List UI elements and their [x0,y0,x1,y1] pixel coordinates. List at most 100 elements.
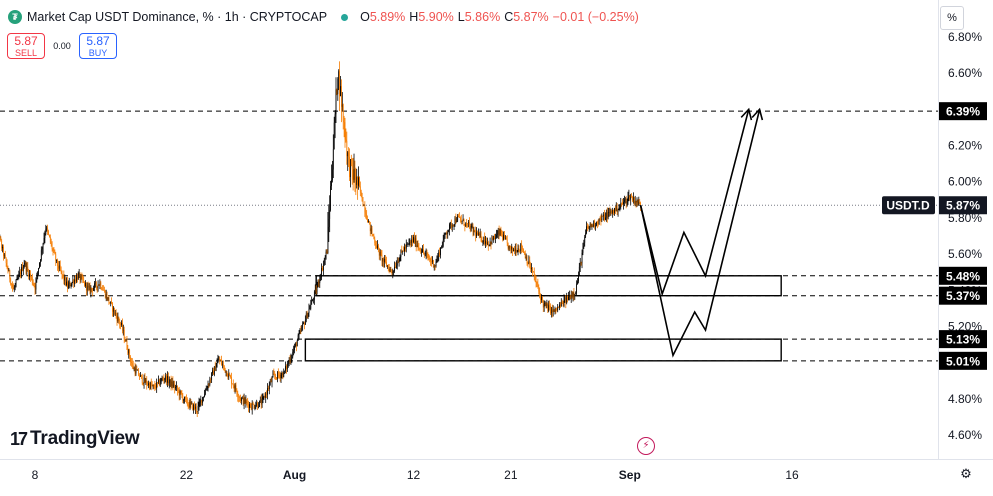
candle-body-513 [454,225,455,226]
candle-body-349 [306,314,307,321]
candle-body-490 [433,260,434,267]
candle-body-459 [405,247,406,248]
candle-body-651 [578,275,579,281]
candle-body-220 [190,402,191,407]
candle-body-295 [257,403,258,407]
x-tick-label-0: 8 [32,468,39,482]
candle-body-364 [319,279,320,284]
candle-body-440 [388,266,389,268]
candle-body-391 [344,121,345,123]
buy-button[interactable]: 5.87 BUY [79,33,117,59]
candle-body-94 [76,277,77,282]
candle-body-423 [373,234,374,235]
candle-body-127 [106,294,107,297]
candle-body-330 [289,360,290,364]
market-status-icon[interactable] [341,14,348,21]
scale-mode-button[interactable]: % [940,6,964,30]
candle-body-232 [200,400,201,402]
candle-body-280 [244,398,245,404]
candle-body-645 [573,293,574,297]
candle-body-348 [305,320,306,325]
candle-body-99 [81,276,82,280]
candle-body-663 [589,226,590,228]
candle-body-112 [92,289,93,291]
tradingview-logo[interactable]: 17 TradingView [10,428,139,450]
candle-body-692 [615,208,616,211]
buy-price: 5.87 [80,35,116,47]
candle-body-493 [436,261,437,266]
candle-body-707 [628,195,629,197]
x-tick-label-4: 21 [504,468,518,482]
trade-buttons: 5.87 SELL 0.00 5.87 BUY [7,33,117,59]
candle-body-286 [249,404,250,408]
candle-body-62 [47,228,48,232]
candle-body-549 [486,241,487,244]
candle-body-637 [565,297,566,302]
candle-body-226 [195,407,196,409]
level-label-0: 6.39% [946,105,980,119]
candle-body-75 [59,265,60,268]
candle-body-358 [314,292,315,300]
candle-body-332 [291,359,292,362]
candle-body-576 [510,246,511,250]
change-value: −0.01 (−0.25%) [553,10,639,24]
candle-body-572 [507,240,508,244]
candle-body-154 [130,357,131,362]
settings-gear-icon[interactable]: ⚙ [957,465,975,483]
candle-body-691 [614,208,615,213]
candle-body-717 [637,199,638,205]
candle-body-478 [422,249,423,252]
event-bolt-icon[interactable]: ⚡ [637,437,655,455]
candle-body-434 [382,258,383,261]
candle-body-420 [370,222,371,231]
candle-body-14 [4,255,5,256]
candle-body-427 [376,246,377,249]
sell-price: 5.87 [8,35,44,47]
candle-body-11 [1,241,2,248]
sell-button[interactable]: 5.87 SELL [7,33,45,59]
candle-body-160 [136,369,137,374]
candle-body-417 [367,219,368,223]
candle-body-370 [325,257,326,260]
close-value: 5.87% [513,10,548,24]
symbol-title[interactable]: Market Cap USDT Dominance, % · 1h · CRYP… [27,10,327,24]
candle-body-474 [419,247,420,248]
candle-body-351 [308,313,309,318]
candle-body-239 [207,389,208,390]
candle-body-664 [590,224,591,226]
candle-body-694 [617,205,618,212]
candle-body-100 [81,276,82,277]
candle-body-470 [415,238,416,243]
candle-body-577 [511,247,512,250]
candle-body-441 [389,268,390,272]
candle-body-35 [23,267,24,270]
candle-body-555 [492,238,493,244]
candle-body-361 [317,287,318,292]
candle-body-695 [618,210,619,212]
tether-icon[interactable]: ₮ [8,10,22,24]
candle-body-585 [519,248,520,250]
candle-body-467 [412,239,413,242]
candle-body-366 [321,268,322,277]
candle-body-102 [83,280,84,281]
candle-body-433 [382,255,383,261]
candle-body-569 [504,235,505,238]
candle-body-372 [327,252,328,253]
candle-body-667 [592,225,593,227]
candle-body-589 [522,248,523,249]
candle-body-525 [464,225,465,226]
candle-body-362 [318,281,319,286]
candle-body-261 [227,371,228,376]
candle-body-496 [438,252,439,256]
candle-body-528 [467,223,468,224]
candle-body-412 [363,201,364,205]
candle-body-521 [461,220,462,222]
candle-body-84 [67,282,68,288]
candle-body-621 [551,307,552,313]
candle-body-12 [2,247,3,248]
candle-body-548 [485,241,486,243]
candle-body-249 [216,367,217,371]
open-value: 5.89% [370,10,405,24]
